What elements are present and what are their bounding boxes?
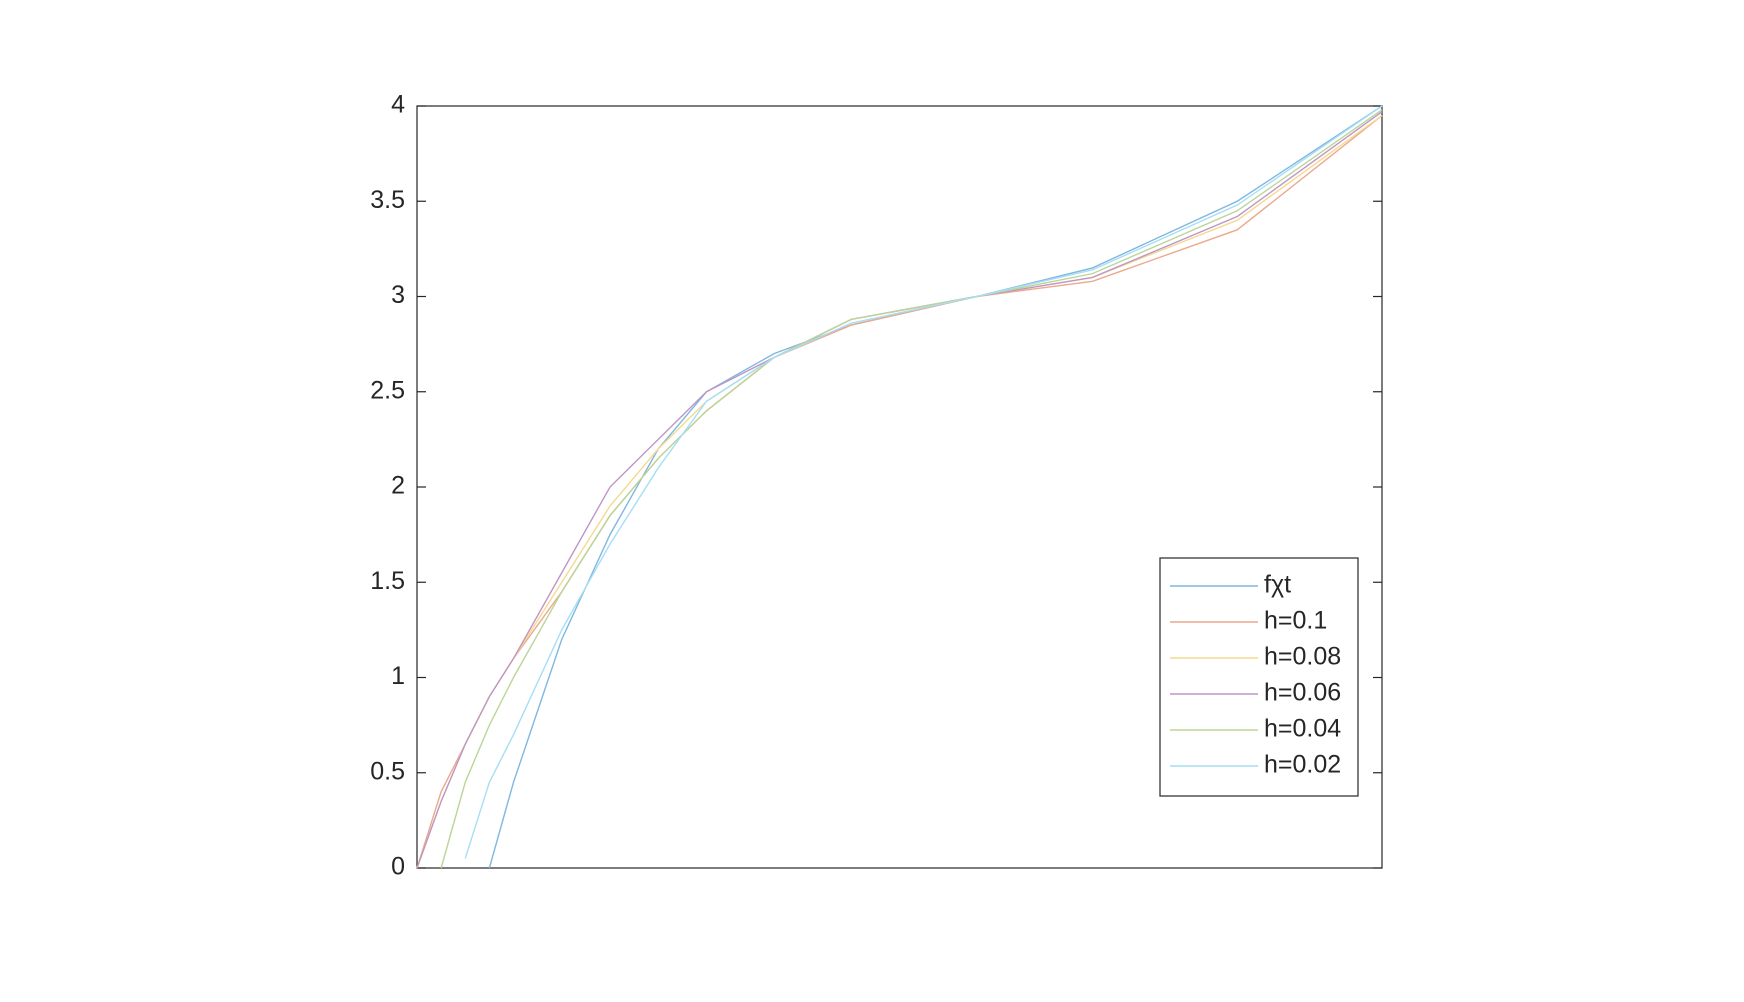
legend-label: fχt — [1264, 571, 1291, 599]
y-tick-label: 2.5 — [370, 376, 405, 404]
y-tick-label: 1 — [391, 662, 405, 690]
series-line — [488, 105, 1383, 869]
series-line — [416, 111, 1383, 869]
legend-label: h=0.08 — [1264, 643, 1341, 671]
legend-label: h=0.04 — [1264, 715, 1341, 743]
y-tick-label: 3 — [391, 281, 405, 309]
y-tick-label: 1.5 — [370, 567, 405, 595]
series-line — [464, 105, 1383, 859]
y-tick-label: 3.5 — [370, 186, 405, 214]
legend-box — [1159, 557, 1359, 797]
legend-label: h=0.02 — [1264, 751, 1341, 779]
legend-label: h=0.06 — [1264, 679, 1341, 707]
y-tick-label: 0 — [391, 853, 405, 881]
y-tick-label: 0.5 — [370, 757, 405, 785]
y-tick-label: 4 — [391, 91, 405, 119]
legend-label: h=0.1 — [1264, 607, 1327, 635]
y-tick-label: 2 — [391, 472, 405, 500]
